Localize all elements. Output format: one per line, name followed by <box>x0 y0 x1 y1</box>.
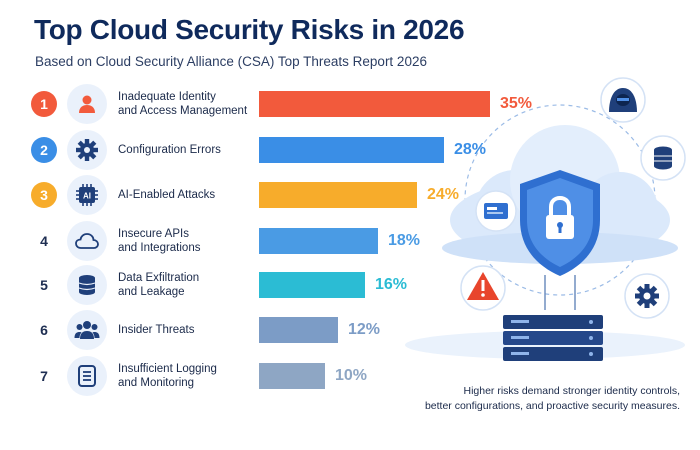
bar <box>259 137 444 163</box>
cloud-icon <box>67 221 107 261</box>
rank-badge: 2 <box>31 137 57 163</box>
gear-icon <box>624 273 670 319</box>
risk-row: 4 Insecure APIs and Integrations 18% <box>0 221 560 261</box>
database-icon <box>67 265 107 305</box>
bar <box>259 228 378 254</box>
risk-label-line-2: and Monitoring <box>118 377 195 389</box>
bar <box>259 182 417 208</box>
users-icon <box>67 310 107 350</box>
data-label: 10% <box>335 367 368 384</box>
risk-row: 5 Data Exfiltration and Leakage 16% <box>0 265 560 305</box>
data-label: 16% <box>375 276 408 293</box>
risk-row: 3 AI AI-Enabled Attacks 24% <box>0 175 560 215</box>
rank-badge: 6 <box>40 322 48 338</box>
caption-note: Higher risks demand stronger identity co… <box>360 384 680 414</box>
risk-label-line-1: Insider Threats <box>118 323 195 336</box>
hacker-icon <box>600 77 646 123</box>
svg-text:AI: AI <box>83 192 91 201</box>
rank-badge: 1 <box>31 91 57 117</box>
risk-label-line-1: Insecure APIs <box>118 227 189 240</box>
risk-label-line-1: AI-Enabled Attacks <box>118 188 216 201</box>
risk-label-line-2: and Leakage <box>118 286 185 298</box>
log-document-icon <box>67 356 107 396</box>
server-stack-icon <box>503 315 603 361</box>
risk-label: Configuration Errors <box>118 130 258 170</box>
bar <box>259 91 490 117</box>
risk-label: Inadequate Identity and Access Management <box>118 84 258 124</box>
rank-badge: 3 <box>31 182 57 208</box>
api-card-icon <box>475 190 517 232</box>
risk-label: AI-Enabled Attacks <box>118 175 258 215</box>
risk-label: Data Exfiltration and Leakage <box>118 265 258 305</box>
page-subtitle: Based on Cloud Security Alliance (CSA) T… <box>35 54 427 69</box>
risk-label: Insufficient Logging and Monitoring <box>118 356 258 396</box>
warning-icon <box>460 265 506 311</box>
risk-row: 6 Insider Threats 12% <box>0 310 560 350</box>
bar <box>259 317 338 343</box>
risk-label-line-1: Data Exfiltration <box>118 271 200 284</box>
risk-row: 1 Inadequate Identity and Access Managemen… <box>0 84 560 124</box>
ai-chip-icon: AI <box>67 175 107 215</box>
data-label: 35% <box>500 95 533 112</box>
user-icon <box>67 84 107 124</box>
shield-lock-icon <box>520 170 600 276</box>
database-icon <box>640 135 686 181</box>
risk-label-line-2: and Integrations <box>118 242 201 254</box>
risk-label-line-2: and Access Management <box>118 105 248 117</box>
data-label: 12% <box>348 321 381 338</box>
data-label: 18% <box>388 232 421 249</box>
caption-line-2: better configurations, and proactive sec… <box>424 400 680 413</box>
bar <box>259 363 325 389</box>
risk-label: Insecure APIs and Integrations <box>118 221 258 261</box>
caption-line-1: Higher risks demand stronger identity co… <box>463 385 680 397</box>
cloud-security-illustration <box>405 77 686 361</box>
rank-badge: 4 <box>40 233 48 249</box>
risk-label-line-1: Insufficient Logging <box>118 362 217 375</box>
risk-label-line-1: Configuration Errors <box>118 143 221 156</box>
risk-row: 2 Configuration Errors 28% <box>0 130 560 170</box>
bar <box>259 272 365 298</box>
risk-label-line-1: Inadequate Identity <box>118 90 216 103</box>
page-title: Top Cloud Security Risks in 2026 <box>34 14 465 45</box>
risk-row: 7 Insufficient Logging and Monitoring 10% <box>0 356 560 396</box>
rank-badge: 5 <box>40 277 48 293</box>
rank-badge: 7 <box>40 368 48 384</box>
data-label: 28% <box>454 141 487 158</box>
gear-icon <box>67 130 107 170</box>
risk-label: Insider Threats <box>118 310 258 350</box>
data-label: 24% <box>427 186 460 203</box>
